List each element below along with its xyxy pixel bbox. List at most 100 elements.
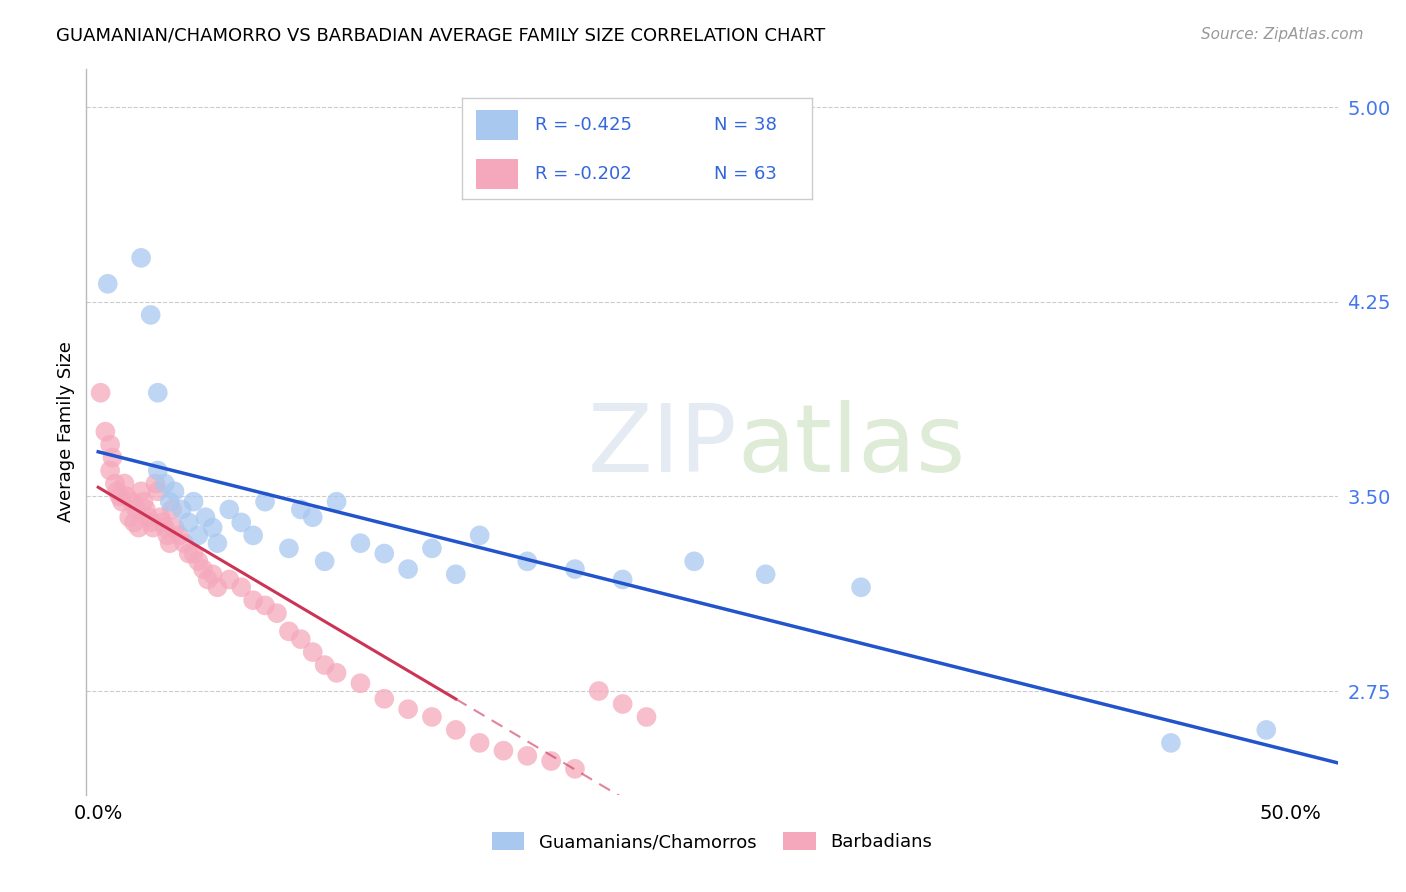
Point [683,554,706,568]
Point [373,547,395,561]
Point [121,494,143,508]
Point [156,528,179,542]
Point [94,425,117,439]
Point [135,502,157,516]
Point [277,624,299,639]
Point [420,541,443,556]
Point [349,536,371,550]
Point [104,476,127,491]
Point [146,484,169,499]
Point [290,502,312,516]
Point [540,754,562,768]
Point [420,710,443,724]
Point [755,567,778,582]
Point [153,520,176,534]
Point [173,536,195,550]
Point [277,541,299,556]
Point [105,484,128,499]
Point [118,510,141,524]
Point [142,520,165,534]
Point [146,464,169,478]
Point [152,516,174,530]
Point [1160,736,1182,750]
Point [396,702,419,716]
Point [231,580,253,594]
Point [132,494,155,508]
Point [588,684,610,698]
Point [163,520,186,534]
Point [612,573,634,587]
Point [444,723,467,737]
Point [129,251,152,265]
Point [636,710,658,724]
Point [159,536,181,550]
Text: GUAMANIAN/CHAMORRO VS BARBADIAN AVERAGE FAMILY SIZE CORRELATION CHART: GUAMANIAN/CHAMORRO VS BARBADIAN AVERAGE … [56,27,825,45]
Point [108,490,131,504]
Point [325,494,347,508]
Point [129,484,152,499]
Point [254,599,277,613]
Point [153,476,176,491]
Point [254,494,277,508]
Point [349,676,371,690]
Point [516,748,538,763]
Point [207,536,229,550]
Point [170,502,193,516]
Point [468,528,491,542]
Text: atlas: atlas [737,401,966,492]
Point [314,554,336,568]
Point [97,277,120,291]
Point [231,516,253,530]
Point [125,502,148,516]
Point [139,516,162,530]
Point [396,562,419,576]
Point [516,554,538,568]
Point [177,547,200,561]
Point [612,697,634,711]
Point [183,547,205,561]
Point [98,437,121,451]
Point [218,502,240,516]
Legend: Guamanians/Chamorros, Barbadians: Guamanians/Chamorros, Barbadians [485,824,939,858]
Point [90,385,112,400]
Point [218,573,240,587]
Point [564,762,586,776]
Point [373,691,395,706]
Point [492,744,515,758]
Point [145,476,167,491]
Point [301,645,323,659]
Point [290,632,312,647]
Point [187,528,209,542]
Point [98,464,121,478]
Point [191,562,214,576]
Point [139,308,162,322]
Point [128,520,150,534]
Point [849,580,872,594]
Point [314,658,336,673]
Point [197,573,219,587]
Point [101,450,124,465]
Point [242,593,264,607]
Text: ZIP: ZIP [588,401,737,492]
Point [207,580,229,594]
Point [1256,723,1278,737]
Point [167,528,190,542]
Point [122,516,145,530]
Point [115,490,138,504]
Point [301,510,323,524]
Point [201,567,224,582]
Point [159,494,181,508]
Point [160,502,183,516]
Point [564,562,586,576]
Point [201,520,224,534]
Point [163,484,186,499]
Text: Source: ZipAtlas.com: Source: ZipAtlas.com [1201,27,1364,42]
Point [444,567,467,582]
Point [183,494,205,508]
Point [266,606,288,620]
Point [177,516,200,530]
Y-axis label: Average Family Size: Average Family Size [58,342,75,522]
Point [468,736,491,750]
Point [187,554,209,568]
Point [325,665,347,680]
